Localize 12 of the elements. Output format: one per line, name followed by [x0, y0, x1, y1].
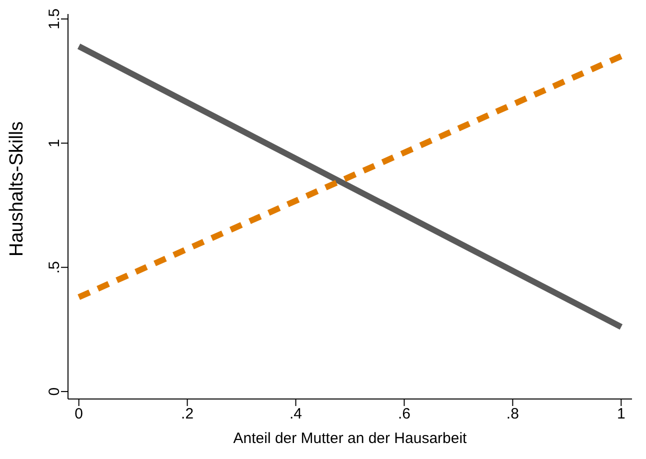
x-axis-title: Anteil der Mutter an der Hausarbeit: [233, 430, 468, 447]
x-tick-label: .4: [290, 406, 302, 423]
y-tick-label: 1: [46, 138, 63, 148]
y-tick-label: 1.5: [46, 8, 63, 30]
y-tick-label: .5: [46, 261, 63, 274]
x-tick-label: .8: [506, 406, 519, 423]
x-tick-label: .2: [181, 406, 194, 423]
x-tick-label: 1: [616, 406, 626, 423]
x-tick-label: 0: [74, 406, 84, 423]
y-tick-label: 0: [46, 387, 63, 396]
y-axis-title: Haushalts-Skills: [6, 121, 28, 256]
x-tick-label: .6: [398, 406, 410, 423]
